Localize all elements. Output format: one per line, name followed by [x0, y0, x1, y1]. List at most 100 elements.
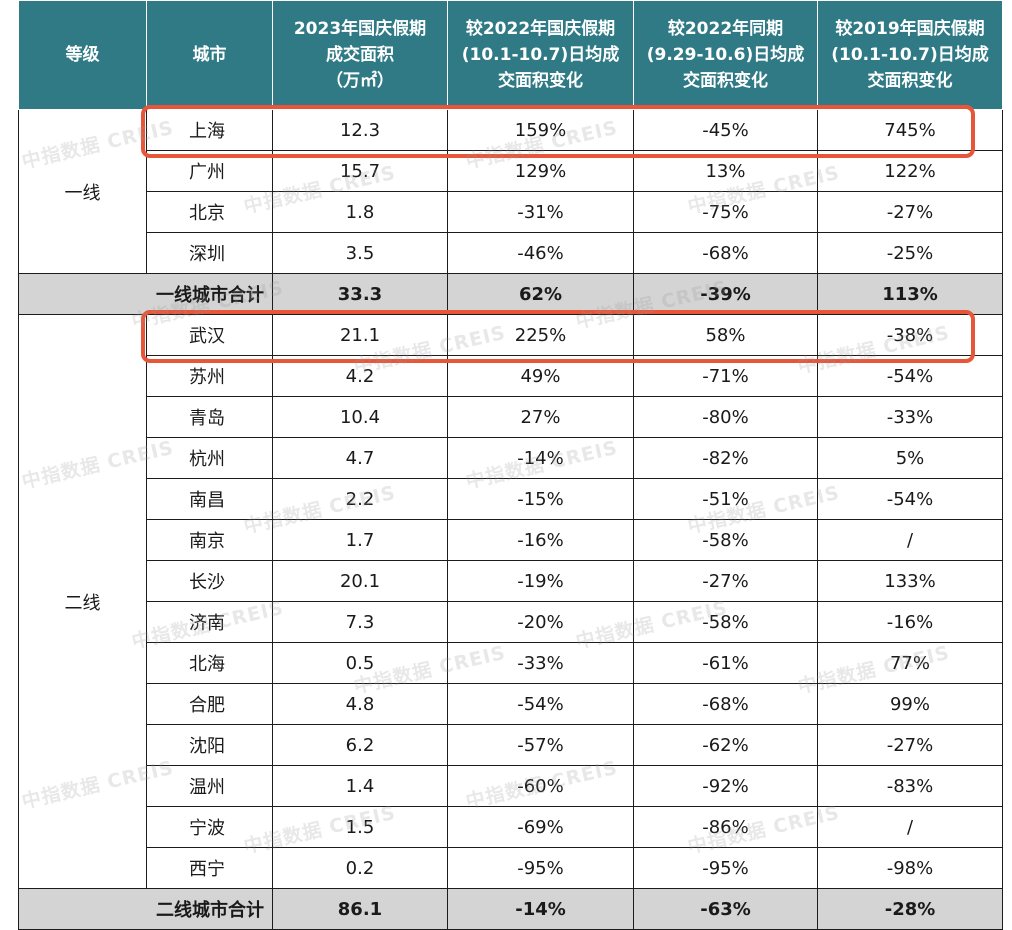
vs-2019-holiday-cell: 99%: [817, 683, 1003, 725]
header-area-line: （万㎡）: [326, 71, 394, 91]
area-cell: 4.7: [272, 437, 448, 479]
vs-2019-holiday-cell: -33%: [817, 396, 1003, 438]
area-cell: 0.2: [272, 847, 448, 889]
table-row: 北京 1.8 -31% -75% -27%: [19, 191, 1003, 233]
area-cell: 4.2: [272, 355, 448, 397]
vs-2019-holiday-cell: -27%: [817, 724, 1003, 766]
table-row: 合肥 4.8 -54% -68% 99%: [19, 683, 1003, 725]
city-cell: 广州: [146, 150, 273, 192]
vs-2022-holiday-cell: 225%: [447, 314, 634, 356]
vs-2022-holiday-cell: -54%: [447, 683, 634, 725]
vs-2022-holiday-cell: 49%: [447, 355, 634, 397]
vs-2022-holiday-cell: -46%: [447, 232, 634, 274]
city-cell: 北京: [146, 191, 273, 233]
header-vs-2019-holiday-line: 较2019年国庆假期: [835, 19, 985, 39]
table-row: 北海 0.5 -33% -61% 77%: [19, 642, 1003, 684]
vs-2022-holiday-cell: -69%: [447, 806, 634, 848]
vs-2022-same-period-cell: -68%: [633, 232, 818, 274]
subtotal-vs-2019-holiday: -28%: [817, 888, 1003, 930]
table-row: 西宁 0.2 -95% -95% -98%: [19, 847, 1003, 889]
header-vs-2022-same-period-line: 交面积变化: [683, 71, 768, 91]
city-cell: 武汉: [146, 314, 273, 356]
vs-2022-same-period-cell: -80%: [633, 396, 818, 438]
city-cell: 温州: [146, 765, 273, 807]
vs-2019-holiday-cell: /: [817, 519, 1003, 561]
table-row: 杭州 4.7 -14% -82% 5%: [19, 437, 1003, 479]
vs-2022-holiday-cell: -57%: [447, 724, 634, 766]
vs-2019-holiday-cell: -38%: [817, 314, 1003, 356]
subtotal-vs-2019-holiday: 113%: [817, 273, 1003, 315]
area-cell: 10.4: [272, 396, 448, 438]
vs-2022-same-period-cell: -75%: [633, 191, 818, 233]
area-cell: 3.5: [272, 232, 448, 274]
vs-2019-holiday-cell: 133%: [817, 560, 1003, 602]
table-row: 宁波 1.5 -69% -86% /: [19, 806, 1003, 848]
vs-2022-same-period-cell: -61%: [633, 642, 818, 684]
vs-2022-holiday-cell: -19%: [447, 560, 634, 602]
header-vs-2022-holiday-line: (10.1-10.7)日均成: [461, 45, 620, 65]
header-vs-2019-holiday: 较2019年国庆假期 (10.1-10.7)日均成 交面积变化: [817, 0, 1003, 110]
vs-2022-same-period-cell: 13%: [633, 150, 818, 192]
vs-2022-same-period-cell: -45%: [633, 109, 818, 151]
vs-2022-holiday-cell: 129%: [447, 150, 634, 192]
vs-2022-holiday-cell: -20%: [447, 601, 634, 643]
vs-2022-same-period-cell: -92%: [633, 765, 818, 807]
vs-2022-holiday-cell: -31%: [447, 191, 634, 233]
city-cell: 长沙: [146, 560, 273, 602]
vs-2022-same-period-cell: -86%: [633, 806, 818, 848]
vs-2019-holiday-cell: -16%: [817, 601, 1003, 643]
header-city: 城市: [146, 0, 273, 110]
vs-2022-same-period-cell: -27%: [633, 560, 818, 602]
vs-2019-holiday-cell: -27%: [817, 191, 1003, 233]
tier-cell: 二线: [18, 314, 147, 889]
area-cell: 0.5: [272, 642, 448, 684]
area-cell: 1.7: [272, 519, 448, 561]
subtotal-row: 二线城市合计 86.1 -14% -63% -28%: [18, 888, 1003, 930]
subtotal-vs-2022-same-period: -39%: [633, 273, 818, 315]
header-vs-2019-holiday-line: 交面积变化: [867, 71, 953, 91]
city-cell: 南昌: [146, 478, 273, 520]
table-row: 苏州 4.2 49% -71% -54%: [19, 355, 1003, 397]
subtotal-row: 一线城市合计 33.3 62% -39% 113%: [18, 273, 1003, 315]
area-cell: 21.1: [272, 314, 448, 356]
vs-2022-holiday-cell: -15%: [447, 478, 634, 520]
city-cell: 上海: [146, 109, 273, 151]
vs-2022-holiday-cell: 27%: [447, 396, 634, 438]
vs-2019-holiday-cell: -54%: [817, 355, 1003, 397]
vs-2022-holiday-cell: 159%: [447, 109, 634, 151]
vs-2019-holiday-cell: -25%: [817, 232, 1003, 274]
table-row: 一线 上海 12.3 159% -45% 745%: [18, 109, 1003, 274]
vs-2022-holiday-cell: -33%: [447, 642, 634, 684]
table-row: 深圳 3.5 -46% -68% -25%: [19, 232, 1003, 274]
vs-2022-same-period-cell: -71%: [633, 355, 818, 397]
city-cell: 宁波: [146, 806, 273, 848]
header-vs-2022-holiday-line: 交面积变化: [498, 71, 583, 91]
vs-2022-same-period-cell: 58%: [633, 314, 818, 356]
vs-2019-holiday-cell: 745%: [817, 109, 1003, 151]
vs-2022-same-period-cell: -58%: [633, 519, 818, 561]
vs-2019-holiday-cell: -54%: [817, 478, 1003, 520]
data-table-container: 等级 城市 2023年国庆假期 成交面积 （万㎡） 较2022年国庆假期 (10…: [18, 0, 1003, 930]
subtotal-label: 一线城市合计: [18, 273, 273, 315]
vs-2022-holiday-cell: -16%: [447, 519, 634, 561]
header-area: 2023年国庆假期 成交面积 （万㎡）: [272, 0, 448, 110]
city-cell: 杭州: [146, 437, 273, 479]
vs-2022-same-period-cell: -62%: [633, 724, 818, 766]
vs-2019-holiday-cell: /: [817, 806, 1003, 848]
header-vs-2019-holiday-line: (10.1-10.7)日均成: [831, 45, 989, 65]
area-cell: 1.4: [272, 765, 448, 807]
table-row: 温州 1.4 -60% -92% -83%: [19, 765, 1003, 807]
vs-2019-holiday-cell: 5%: [817, 437, 1003, 479]
area-cell: 2.2: [272, 478, 448, 520]
area-cell: 20.1: [272, 560, 448, 602]
header-row: 等级 城市 2023年国庆假期 成交面积 （万㎡） 较2022年国庆假期 (10…: [18, 0, 1003, 110]
table-row: 南京 1.7 -16% -58% /: [19, 519, 1003, 561]
vs-2022-same-period-cell: -58%: [633, 601, 818, 643]
header-area-line: 2023年国庆假期: [293, 19, 427, 39]
vs-2022-same-period-cell: -82%: [633, 437, 818, 479]
vs-2022-holiday-cell: -14%: [447, 437, 634, 479]
vs-2022-same-period-cell: -95%: [633, 847, 818, 889]
tier-cell: 一线: [18, 109, 147, 274]
header-vs-2022-holiday: 较2022年国庆假期 (10.1-10.7)日均成 交面积变化: [447, 0, 634, 110]
vs-2019-holiday-cell: -98%: [817, 847, 1003, 889]
